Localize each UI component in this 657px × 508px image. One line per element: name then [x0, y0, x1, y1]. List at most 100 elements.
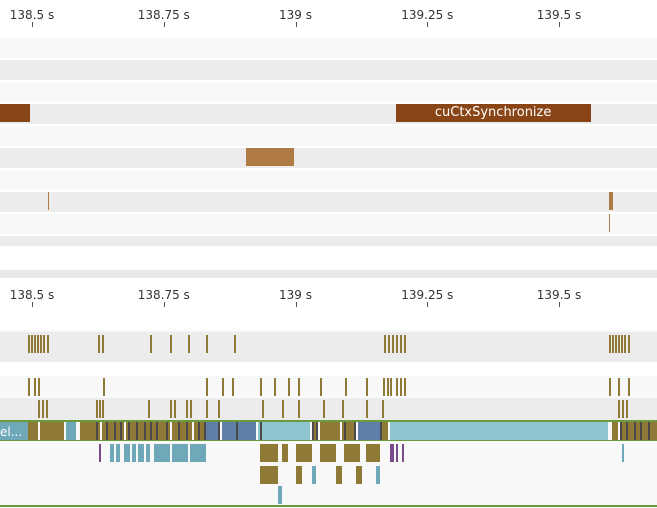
kernel-event[interactable] — [232, 378, 234, 396]
kernel-event[interactable] — [316, 422, 318, 441]
kernel-event[interactable] — [396, 378, 398, 396]
kernel-event[interactable] — [204, 422, 206, 441]
kernel-event[interactable] — [170, 400, 172, 418]
kernel-event[interactable] — [400, 378, 402, 396]
event-tick[interactable] — [609, 214, 610, 232]
api-call-bar[interactable] — [0, 104, 30, 122]
kernel-event[interactable] — [384, 335, 386, 353]
kernel-bar[interactable] — [296, 466, 302, 484]
timeline-row[interactable] — [0, 214, 657, 234]
kernel-event[interactable] — [114, 422, 116, 441]
kernel-event[interactable] — [206, 400, 208, 418]
kernel-bar[interactable] — [0, 422, 28, 441]
kernel-event[interactable] — [396, 335, 398, 353]
kernel-event[interactable] — [106, 422, 108, 441]
timeline-row[interactable] — [0, 192, 657, 212]
kernel-bar[interactable] — [612, 422, 618, 441]
kernel-event[interactable] — [388, 335, 390, 353]
kernel-event[interactable] — [99, 400, 101, 418]
kernel-bar[interactable] — [190, 444, 206, 462]
kernel-bar[interactable] — [358, 422, 380, 441]
kernel-event[interactable] — [148, 400, 150, 418]
kernel-event[interactable] — [628, 335, 630, 353]
kernel-event[interactable] — [96, 422, 98, 441]
kernel-event[interactable] — [366, 400, 368, 418]
kernel-bar[interactable] — [126, 422, 144, 441]
kernel-event[interactable] — [38, 378, 40, 396]
kernel-event[interactable] — [102, 400, 104, 418]
kernel-event[interactable] — [404, 378, 406, 396]
kernel-event[interactable] — [621, 335, 623, 353]
kernel-event[interactable] — [274, 378, 276, 396]
kernel-event[interactable] — [402, 444, 404, 462]
kernel-bar[interactable] — [206, 422, 220, 441]
kernel-event[interactable] — [178, 422, 180, 441]
kernel-event[interactable] — [31, 335, 33, 353]
kernel-event[interactable] — [380, 422, 382, 441]
kernel-bar[interactable] — [312, 466, 316, 484]
api-call-bar[interactable] — [395, 104, 591, 122]
kernel-bar[interactable] — [320, 422, 340, 441]
kernel-event[interactable] — [190, 400, 192, 418]
kernel-event[interactable] — [46, 400, 48, 418]
kernel-event[interactable] — [626, 400, 628, 418]
kernel-event[interactable] — [120, 422, 122, 441]
time-ruler-bottom[interactable]: 138.5 s 138.75 s 139 s 139.25 s 139.5 s — [0, 280, 657, 307]
kernel-bar[interactable] — [296, 444, 312, 462]
kernel-bar[interactable] — [382, 422, 388, 441]
kernel-event[interactable] — [400, 335, 402, 353]
kernel-event[interactable] — [622, 400, 624, 418]
kernel-event[interactable] — [156, 422, 158, 441]
kernel-bar[interactable] — [116, 444, 120, 462]
kernel-event[interactable] — [28, 378, 30, 396]
kernel-bar[interactable] — [620, 422, 640, 441]
kernel-event[interactable] — [634, 422, 636, 441]
kernel-event[interactable] — [615, 335, 617, 353]
kernel-event[interactable] — [354, 422, 356, 441]
kernel-event[interactable] — [390, 378, 392, 396]
kernel-event[interactable] — [150, 335, 152, 353]
kernel-bar[interactable] — [278, 486, 282, 504]
kernel-bar[interactable] — [40, 422, 64, 441]
kernel-event[interactable] — [260, 378, 262, 396]
kernel-bar[interactable] — [154, 444, 170, 462]
kernel-event[interactable] — [222, 378, 224, 396]
kernel-event[interactable] — [320, 378, 322, 396]
time-ruler-top[interactable]: 138.5 s 138.75 s 139 s 139.25 s 139.5 s — [0, 0, 657, 27]
kernel-bar[interactable] — [622, 444, 624, 462]
kernel-event[interactable] — [342, 400, 344, 418]
kernel-event[interactable] — [298, 400, 300, 418]
kernel-event[interactable] — [298, 378, 300, 396]
kernel-event[interactable] — [609, 335, 611, 353]
kernel-event[interactable] — [206, 378, 208, 396]
timeline-row[interactable] — [0, 148, 657, 168]
kernel-event[interactable] — [102, 335, 104, 353]
kernel-event[interactable] — [96, 400, 98, 418]
kernel-event[interactable] — [174, 400, 176, 418]
kernel-event[interactable] — [42, 400, 44, 418]
timeline-row[interactable] — [0, 60, 657, 80]
timeline-row[interactable] — [0, 82, 657, 102]
kernel-event[interactable] — [312, 422, 314, 441]
timeline-row[interactable] — [0, 332, 657, 362]
kernel-event[interactable] — [206, 335, 208, 353]
kernel-bar[interactable] — [390, 422, 608, 441]
kernel-event[interactable] — [344, 422, 346, 441]
timeline-row[interactable] — [0, 376, 657, 398]
kernel-bar[interactable] — [80, 422, 100, 441]
kernel-event[interactable] — [323, 400, 325, 418]
kernel-event[interactable] — [612, 335, 614, 353]
kernel-event[interactable] — [37, 335, 39, 353]
kernel-event[interactable] — [218, 400, 220, 418]
kernel-event[interactable] — [618, 400, 620, 418]
kernel-event[interactable] — [628, 378, 630, 396]
kernel-bar[interactable] — [260, 444, 278, 462]
kernel-event[interactable] — [34, 378, 36, 396]
kernel-bar[interactable] — [366, 444, 380, 462]
kernel-bar[interactable] — [356, 466, 362, 484]
kernel-event[interactable] — [262, 400, 264, 418]
timeline-row[interactable] — [0, 398, 657, 420]
kernel-event[interactable] — [366, 378, 368, 396]
stream-divider[interactable] — [0, 440, 657, 441]
event-tick[interactable] — [609, 192, 613, 210]
